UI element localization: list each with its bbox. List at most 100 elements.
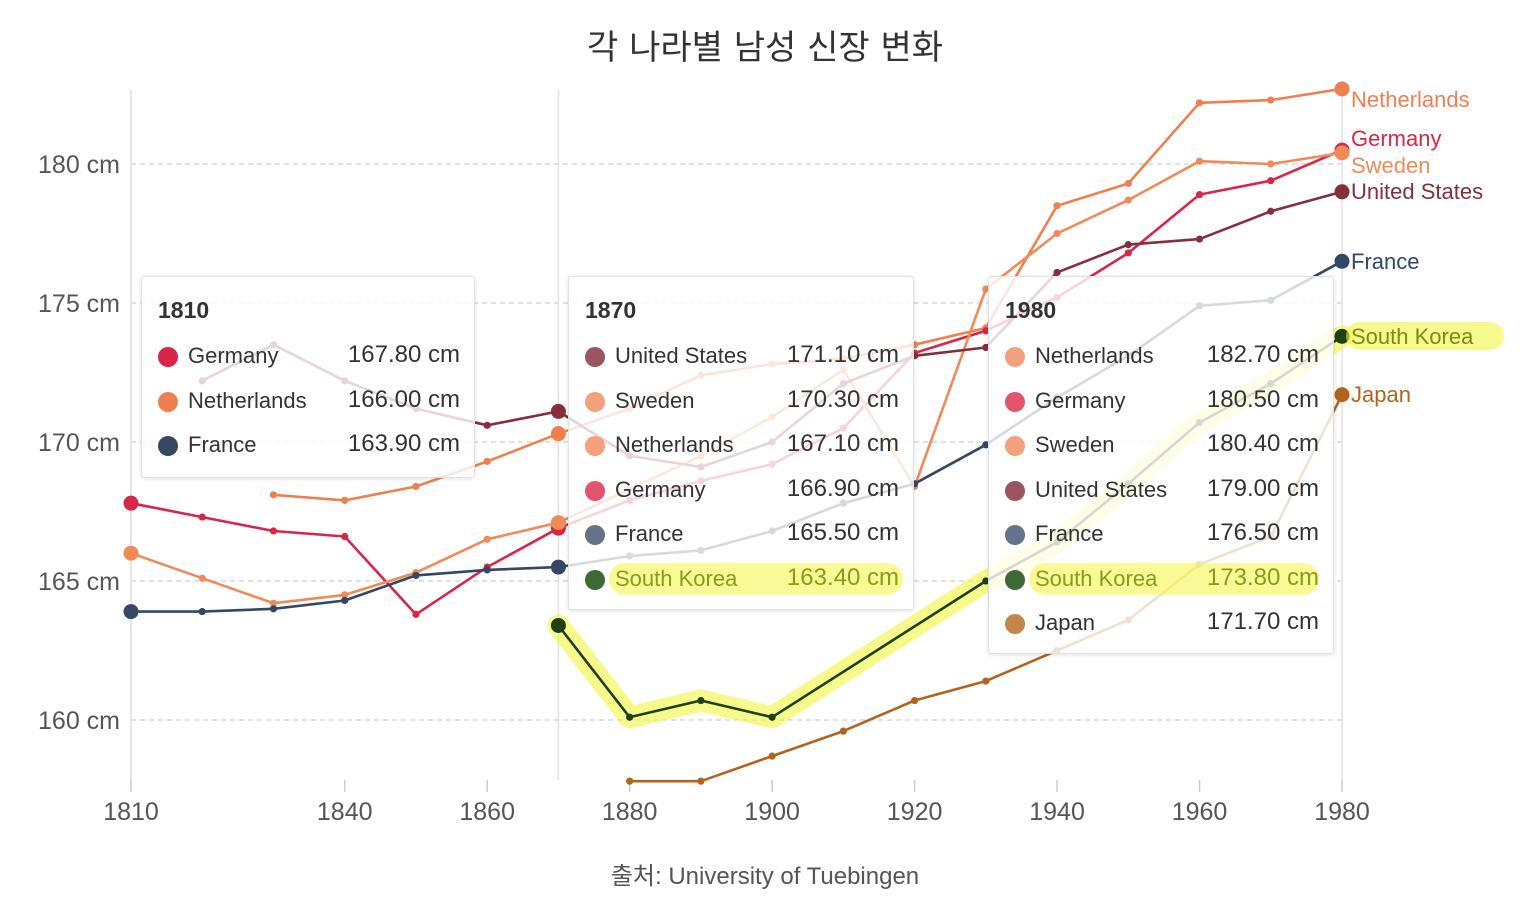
- legend-dot-icon: [585, 436, 605, 456]
- data-point: [982, 343, 990, 352]
- data-point: [198, 607, 206, 616]
- data-point: [1124, 196, 1132, 204]
- tooltip-series-value: 167.80 cm: [347, 341, 460, 368]
- data-point: [550, 617, 566, 633]
- x-tick-label: 1960: [1172, 798, 1228, 826]
- tooltip-series-name: France: [188, 432, 257, 457]
- tooltip-series-value: 166.90 cm: [786, 474, 899, 502]
- legend-dot-icon: [585, 480, 605, 501]
- tooltip-row-united-states: United States 179.00 cm: [989, 473, 1333, 507]
- legend-dot-icon: [1005, 347, 1025, 367]
- tooltip-row-sweden: Sweden 170.30 cm: [569, 384, 913, 418]
- source-note: 출처: University of Tuebingen: [610, 863, 920, 890]
- data-point: [341, 596, 349, 605]
- data-point: [483, 535, 491, 543]
- data-point: [483, 421, 491, 429]
- end-label-united-states: United States: [1351, 179, 1483, 204]
- data-point: [269, 527, 278, 535]
- tooltip-series-value: 176.50 cm: [1206, 519, 1319, 546]
- data-point: [1195, 235, 1204, 243]
- end-label-france: France: [1351, 249, 1419, 274]
- data-point: [412, 482, 420, 491]
- legend-dot-icon: [1005, 480, 1025, 501]
- x-tick-label: 1880: [602, 798, 658, 826]
- legend-dot-icon: [1005, 614, 1025, 634]
- tooltip-row-france: France 176.50 cm: [989, 517, 1333, 551]
- legend-dot-icon: [1005, 436, 1025, 456]
- tooltip-series-name: Japan: [1035, 610, 1095, 635]
- tooltip-1870: 1870 United States 171.10 cm Sweden 170.30 …: [568, 276, 914, 610]
- y-tick-label: 180 cm: [38, 151, 120, 179]
- tooltip-series-value: 182.70 cm: [1206, 341, 1319, 368]
- tooltip-series-value: 165.50 cm: [786, 519, 899, 546]
- tooltip-row-germany: Germany 180.50 cm: [989, 384, 1333, 418]
- tooltip-series-name: Germany: [615, 476, 706, 502]
- data-point: [1124, 249, 1132, 257]
- tooltip-series-name: Netherlands: [188, 387, 307, 413]
- data-point: [341, 532, 349, 541]
- data-point: [1334, 387, 1350, 403]
- legend-dot-icon: [585, 525, 605, 545]
- x-tick-label: 1860: [459, 798, 515, 826]
- data-point: [768, 752, 776, 760]
- tooltip-row-netherlands: Netherlands 167.10 cm: [569, 428, 913, 462]
- tooltip-row-sweden: Sweden 180.40 cm: [989, 428, 1333, 462]
- legend-dot-icon: [1005, 525, 1025, 545]
- tooltip-series-value: 179.00 cm: [1206, 474, 1319, 502]
- tooltip-1810: 1810 Germany 167.80 cm Netherlands 166.00 c…: [141, 276, 475, 478]
- data-point: [1267, 96, 1275, 104]
- legend-dot-icon: [1005, 569, 1025, 590]
- tooltip-row-netherlands: Netherlands 182.70 cm: [989, 339, 1333, 373]
- data-point: [550, 426, 566, 442]
- legend-dot-icon: [158, 347, 178, 367]
- legend-dot-icon: [158, 391, 178, 412]
- data-point: [1053, 229, 1061, 238]
- data-point: [910, 696, 919, 705]
- x-tick-label: 1840: [317, 798, 373, 826]
- data-point: [1195, 99, 1204, 107]
- data-point: [982, 441, 990, 449]
- tooltip-series-name: United States: [615, 343, 748, 368]
- data-point: [550, 515, 566, 531]
- tooltip-series-name: South Korea: [615, 565, 738, 591]
- data-point: [1334, 184, 1350, 200]
- tooltip-series-value: 180.40 cm: [1206, 430, 1319, 457]
- tooltip-series-name: Germany: [188, 343, 279, 368]
- tooltip-series-value: 167.10 cm: [786, 430, 899, 457]
- data-point: [839, 727, 847, 735]
- data-point: [269, 491, 278, 499]
- chart-title: 각 나라별 남성 신장 변화: [586, 28, 944, 68]
- tooltip-row-united-states: United States 171.10 cm: [569, 339, 913, 373]
- tooltip-series-name: Sweden: [615, 387, 695, 413]
- data-point: [982, 285, 990, 293]
- tooltip-series-value: 171.10 cm: [786, 341, 899, 368]
- highlight-marker: [1029, 562, 1319, 595]
- y-tick-label: 170 cm: [38, 429, 120, 457]
- data-point: [412, 571, 420, 580]
- y-tick-label: 165 cm: [38, 568, 120, 596]
- data-point: [341, 496, 349, 504]
- data-point: [198, 574, 206, 582]
- tooltip-series-name: South Korea: [1035, 565, 1158, 591]
- data-point: [1053, 202, 1061, 210]
- data-point: [1334, 253, 1350, 269]
- tooltip-year: 1980: [1005, 297, 1057, 323]
- tooltip-series-value: 170.30 cm: [786, 385, 899, 413]
- tooltip-year: 1810: [158, 297, 210, 323]
- tooltip-series-value: 171.70 cm: [1206, 608, 1319, 635]
- tooltip-row-netherlands: Netherlands 166.00 cm: [142, 384, 474, 418]
- data-point: [412, 610, 420, 618]
- data-point: [550, 559, 566, 575]
- tooltip-series-value: 166.00 cm: [347, 385, 460, 413]
- tooltip-row-japan: Japan 171.70 cm: [989, 606, 1333, 640]
- legend-dot-icon: [585, 347, 605, 367]
- highlight-marker: [609, 562, 903, 595]
- data-point: [1053, 268, 1061, 277]
- data-point: [1124, 179, 1132, 188]
- tooltip-series-name: France: [1035, 521, 1104, 546]
- tooltip-series-value: 173.80 cm: [1206, 563, 1319, 591]
- legend-dot-icon: [158, 436, 178, 456]
- data-point: [198, 513, 206, 521]
- data-point: [550, 403, 566, 419]
- tooltip-row-germany: Germany 166.90 cm: [569, 473, 913, 507]
